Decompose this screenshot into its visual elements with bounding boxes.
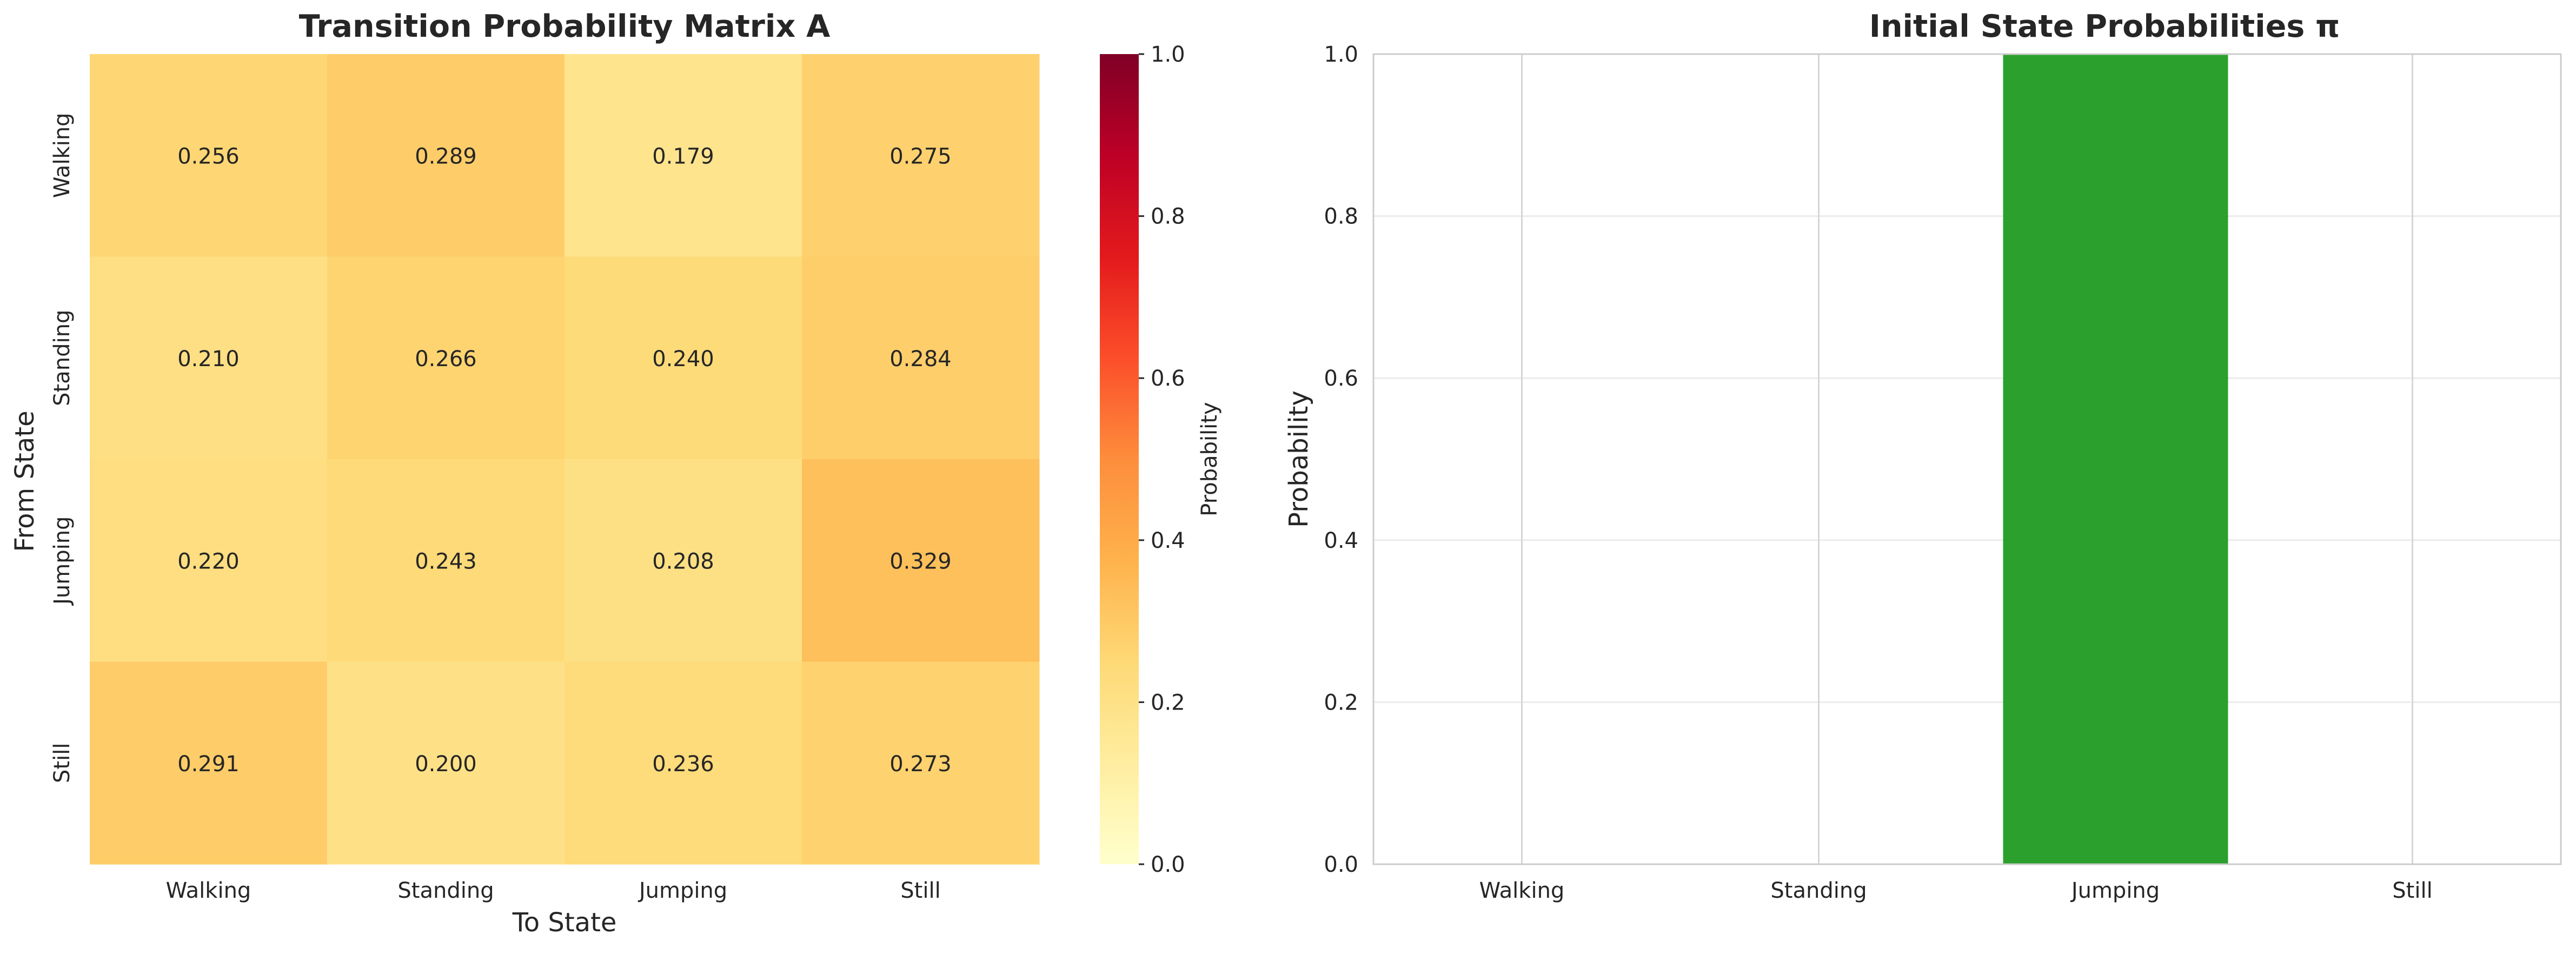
heatmap-cell (802, 54, 1040, 257)
heatmap-y-tick-label: Still (50, 743, 75, 783)
heatmap-y-tick-label: Walking (50, 112, 75, 198)
heatmap-cell (327, 459, 565, 662)
heatmap-cell (565, 661, 802, 865)
heatmap-cell (802, 661, 1040, 865)
bars (2003, 54, 2228, 864)
bar-y-tick-label: 0.6 (1324, 366, 1358, 391)
bar-panel: Initial State Probabilities π 0.00.20.40… (1284, 9, 2562, 903)
heatmap-value-label: 0.179 (652, 144, 714, 169)
heatmap-x-tick-labels: Walking Standing Jumping Still (166, 878, 941, 903)
bar-x-tick-labels: Walking Standing Jumping Still (1479, 878, 2433, 903)
heatmap-y-axis-label: From State (10, 410, 40, 552)
heatmap-cell (565, 256, 802, 460)
bar-y-tick-label: 0.4 (1324, 528, 1358, 553)
bar-plot-frame (1372, 53, 2562, 865)
heatmap-cell (90, 459, 328, 662)
heatmap-cell (327, 661, 565, 865)
heatmap-cell (565, 54, 802, 257)
bar-grid (1373, 53, 2561, 865)
heatmap-value-label: 0.243 (415, 549, 477, 574)
bar-x-tick-label: Jumping (2070, 878, 2160, 903)
heatmap-cell (802, 459, 1040, 662)
bar-chart-title: Initial State Probabilities π (1869, 9, 2340, 44)
heatmap-x-axis-label: To State (512, 907, 617, 938)
heatmap-value-labels: 0.256 0.289 0.179 0.275 0.210 0.266 0.240 0.284… (177, 144, 952, 777)
heatmap-value-label: 0.210 (177, 347, 240, 372)
bar-jumping (2003, 54, 2228, 864)
heatmap-x-tick-label: Standing (397, 878, 494, 903)
heatmap-cells (90, 54, 1040, 865)
bar-x-tick-label: Standing (1770, 878, 1867, 903)
heatmap-cell (90, 54, 328, 257)
heatmap-value-label: 0.208 (652, 549, 714, 574)
bar-y-tick-label: 0.8 (1324, 204, 1358, 229)
heatmap-cell (327, 54, 565, 257)
heatmap-value-label: 0.220 (177, 549, 240, 574)
heatmap-cell (565, 459, 802, 662)
colorbar-tick-label: 0.4 (1151, 528, 1185, 553)
bar-y-axis-label: Probability (1284, 390, 1314, 528)
heatmap-panel: Transition Probability Matrix A 0.256 0.2… (10, 9, 1040, 938)
bar-y-tick-label: 0.0 (1324, 852, 1358, 877)
heatmap-y-tick-labels: Walking Standing Jumping Still (50, 112, 75, 783)
colorbar-ticks: 0.0 0.2 0.4 0.6 0.8 1.0 (1139, 42, 1185, 877)
colorbar-tick-label: 0.8 (1151, 204, 1185, 229)
bar-y-tick-label: 0.2 (1324, 690, 1358, 715)
heatmap-value-label: 0.236 (652, 752, 714, 777)
heatmap-value-label: 0.289 (415, 144, 477, 169)
bar-y-tick-labels: 0.0 0.2 0.4 0.6 0.8 1.0 (1324, 42, 1358, 877)
colorbar-gradient (1100, 54, 1139, 864)
heatmap-title: Transition Probability Matrix A (299, 9, 830, 44)
heatmap-x-tick-label: Jumping (638, 878, 727, 903)
heatmap-value-label: 0.275 (889, 144, 952, 169)
heatmap-value-label: 0.273 (889, 752, 952, 777)
heatmap-cell (802, 256, 1040, 460)
bar-x-tick-label: Walking (1479, 878, 1565, 903)
heatmap-y-tick-label: Jumping (50, 516, 75, 606)
heatmap-cell (327, 256, 565, 460)
heatmap-value-label: 0.256 (177, 144, 240, 169)
colorbar-tick-label: 1.0 (1151, 42, 1185, 67)
heatmap-cell (90, 256, 328, 460)
colorbar: 0.0 0.2 0.4 0.6 0.8 1.0 Probability (1100, 42, 1222, 877)
heatmap-cell (90, 661, 328, 865)
heatmap-x-tick-label: Walking (166, 878, 251, 903)
heatmap-value-label: 0.200 (415, 752, 477, 777)
colorbar-tick-label: 0.2 (1151, 690, 1185, 715)
colorbar-tick-label: 0.0 (1151, 852, 1185, 877)
heatmap-value-label: 0.284 (889, 347, 952, 372)
heatmap-y-tick-label: Standing (50, 310, 75, 406)
heatmap-value-label: 0.266 (415, 347, 477, 372)
colorbar-label: Probability (1197, 402, 1222, 516)
heatmap-value-label: 0.329 (889, 549, 952, 574)
heatmap-x-tick-label: Still (900, 878, 940, 903)
heatmap-value-label: 0.240 (652, 347, 714, 372)
bar-y-tick-label: 1.0 (1324, 42, 1358, 67)
colorbar-tick-label: 0.6 (1151, 366, 1185, 391)
heatmap-value-label: 0.291 (177, 752, 240, 777)
bar-x-tick-label: Still (2392, 878, 2432, 903)
